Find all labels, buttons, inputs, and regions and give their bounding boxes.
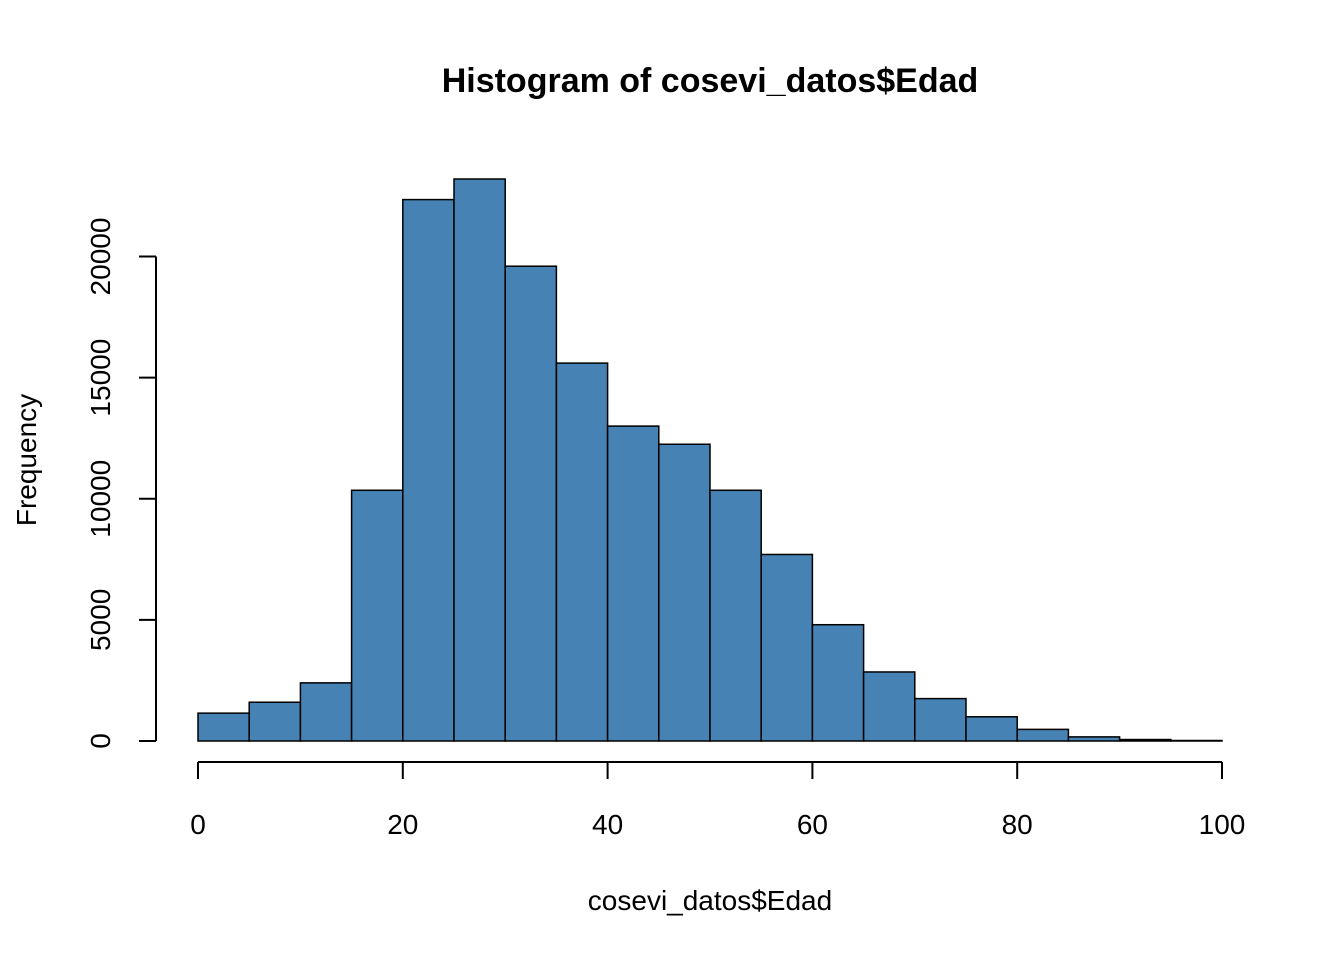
histogram-bar-17	[1067, 736, 1121, 742]
histogram-bar-16	[1016, 728, 1070, 742]
histogram-bar-12	[811, 623, 865, 742]
y-tick-label: 10000	[85, 460, 116, 538]
y-tick-label: 20000	[85, 218, 116, 296]
y-tick-label: 15000	[85, 339, 116, 417]
histogram-bar-13	[862, 671, 916, 742]
y-axis-label: Frequency	[11, 394, 42, 526]
histogram-bar-9	[658, 443, 711, 742]
x-tick-label: 0	[190, 809, 206, 840]
histogram-bar-2	[299, 682, 353, 742]
y-axis: 0 5000 10000 15000 20000	[85, 218, 157, 749]
histogram-bar-5	[453, 178, 506, 742]
x-tick-label: 40	[592, 809, 623, 840]
y-tick-label: 0	[85, 733, 116, 749]
histogram-bar-14	[914, 697, 967, 742]
x-tick-label: 20	[387, 809, 418, 840]
histogram-bar-10	[709, 489, 762, 742]
histogram-bar-6	[504, 265, 558, 742]
x-axis: 0 20 40 60 80 100	[190, 761, 1246, 840]
histogram-bar-7	[555, 362, 609, 742]
y-tick-label: 5000	[85, 589, 116, 651]
histogram-bar-11	[760, 553, 814, 742]
histogram-bar-15	[965, 716, 1018, 742]
x-tick-label: 80	[1002, 809, 1033, 840]
histogram-bar-1	[248, 701, 302, 742]
histogram-bar-3	[350, 489, 404, 742]
histogram-bar-0	[197, 712, 250, 742]
chart-title: Histogram of cosevi_datos$Edad	[442, 62, 979, 100]
x-tick-label: 100	[1199, 809, 1246, 840]
bars-group	[197, 178, 1223, 742]
histogram-bar-18	[1118, 738, 1172, 742]
histogram-bar-4	[402, 198, 455, 742]
x-axis-label: cosevi_datos$Edad	[588, 885, 832, 916]
x-tick-label: 60	[797, 809, 828, 840]
histogram-bar-8	[606, 425, 660, 742]
